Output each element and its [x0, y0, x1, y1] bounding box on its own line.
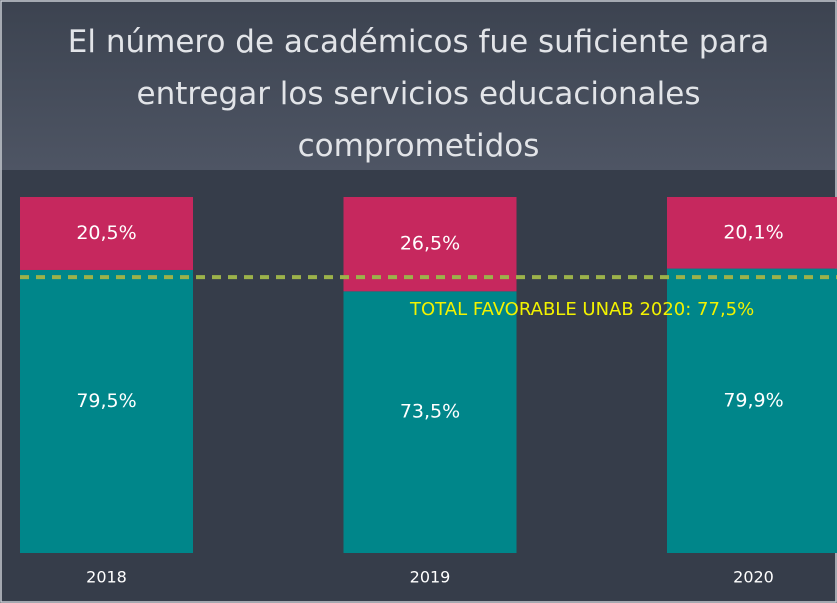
x-tick-label: 2020	[733, 568, 774, 587]
bar-segment	[20, 197, 193, 270]
value-label: 73,5%	[400, 401, 460, 423]
bar-segment	[667, 268, 837, 553]
value-label: 26,5%	[400, 233, 460, 255]
value-label: 20,1%	[723, 221, 783, 243]
x-tick-label: 2019	[410, 568, 451, 587]
value-label: 20,5%	[76, 222, 136, 244]
bar-segment	[343, 291, 517, 553]
reference-label: TOTAL FAVORABLE UNAB 2020: 77,5%	[409, 299, 754, 320]
value-label: 79,5%	[76, 390, 136, 412]
x-tick-label: 2018	[86, 568, 127, 587]
value-label: 79,9%	[723, 389, 783, 411]
bar-segment	[20, 269, 193, 553]
bar-segment	[667, 197, 837, 269]
chart-title: El número de académicos fue suficiente p…	[0, 0, 837, 170]
